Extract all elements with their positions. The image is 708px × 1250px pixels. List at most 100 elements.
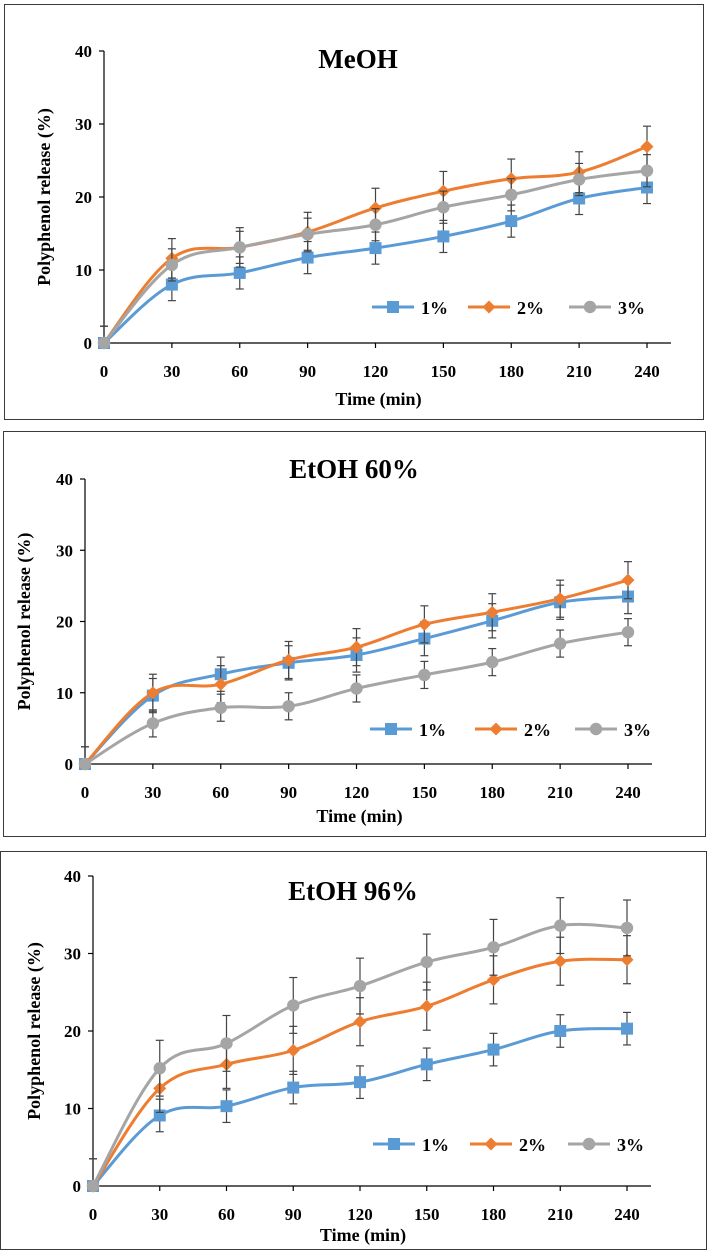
x-tick-label: 30: [151, 1205, 168, 1224]
x-axis-title: Time (min): [335, 389, 421, 410]
legend-label: 1%: [421, 298, 448, 318]
data-point-3pct: [353, 979, 367, 993]
legend-label: 1%: [422, 1135, 449, 1155]
data-point-3pct: [505, 188, 518, 202]
legend-label: 1%: [419, 720, 446, 740]
data-point-3pct: [350, 682, 363, 695]
x-tick-label: 150: [414, 1205, 440, 1224]
legend-item-1pct: 1%: [373, 1135, 449, 1155]
data-point-1pct: [420, 1058, 433, 1071]
legend-swatch-marker: [482, 300, 496, 314]
data-point-1pct: [287, 1081, 300, 1094]
legend-item-2pct: 2%: [470, 1135, 546, 1155]
y-tick-label: 40: [56, 470, 73, 489]
legend: 1% 2% 3%: [370, 720, 651, 740]
data-point-3pct: [554, 919, 567, 932]
x-tick-label: 240: [614, 1205, 640, 1224]
data-point-3pct: [487, 941, 500, 954]
data-point-2pct: [487, 973, 500, 987]
data-point-3pct: [420, 955, 433, 969]
data-point-1pct: [641, 181, 653, 194]
data-point-1pct: [554, 1025, 567, 1037]
legend-swatch-marker: [582, 1137, 596, 1151]
x-tick-label: 0: [89, 1205, 98, 1224]
legend: 1% 2% 3%: [373, 1135, 644, 1155]
data-point-1pct: [233, 266, 246, 279]
legend-item-1pct: 1%: [372, 298, 448, 318]
data-point-3pct: [572, 173, 586, 186]
legend-swatch-marker: [385, 723, 397, 735]
data-point-3pct: [486, 655, 499, 669]
data-point-1pct: [505, 215, 518, 228]
data-point-1pct: [621, 1022, 633, 1035]
legend-item-3pct: 3%: [568, 1135, 644, 1155]
x-axis-title: Time (min): [316, 806, 402, 827]
legend-label: 2%: [517, 298, 544, 318]
data-point-2pct: [553, 954, 567, 968]
chart-etoh-60pct: EtOH 60% 0 10 20 30 40 0 30 60 90 120 150 180 210 240 T…: [14, 454, 652, 827]
series-3pct: [86, 897, 634, 1193]
y-axis-title: Polyphenol release (%): [34, 108, 55, 286]
series-3pct: [97, 154, 654, 350]
x-tick-label: 210: [547, 783, 573, 802]
data-point-2pct: [350, 640, 363, 654]
x-tick-label: 150: [431, 362, 457, 381]
x-tick-label: 30: [144, 783, 161, 802]
series-2pct: [78, 561, 635, 771]
y-tick-label: 40: [75, 42, 92, 61]
x-tick-label: 180: [481, 1205, 507, 1224]
data-point-2pct: [353, 1015, 367, 1029]
legend-label: 3%: [617, 1135, 644, 1155]
legend-item-1pct: 1%: [370, 720, 446, 740]
y-tick-label: 40: [64, 867, 81, 886]
series-line-1pct: [91, 1027, 628, 1188]
data-point-2pct: [485, 605, 499, 619]
data-point-2pct: [420, 999, 434, 1013]
data-point-1pct: [437, 230, 450, 243]
y-tick-label: 10: [56, 684, 73, 703]
x-tick-label: 120: [347, 1205, 373, 1224]
legend-swatch-marker: [484, 1137, 498, 1151]
x-tick-label: 60: [218, 1205, 235, 1224]
x-tick-label: 210: [566, 362, 592, 381]
data-point-3pct: [220, 1037, 233, 1050]
legend-swatch-marker: [387, 301, 399, 313]
y-tick-label: 0: [65, 755, 74, 774]
x-tick-label: 240: [615, 783, 641, 802]
data-point-1pct: [165, 278, 178, 291]
x-tick-label: 210: [548, 1205, 574, 1224]
chart-meoh: MeOH 0 10 20 30 40 0 30 60 90 120 150 180 210 240 Time …: [34, 42, 671, 410]
y-tick-label: 20: [64, 1022, 81, 1041]
data-point-3pct: [146, 717, 160, 730]
data-point-3pct: [437, 201, 450, 214]
data-point-2pct: [553, 592, 567, 606]
data-point-3pct: [78, 757, 92, 771]
legend-label: 2%: [524, 720, 551, 740]
data-point-2pct: [282, 653, 296, 667]
y-axis-title: Polyphenol release (%): [24, 942, 45, 1120]
legend-item-3pct: 3%: [575, 720, 651, 740]
data-point-3pct: [418, 668, 431, 682]
x-tick-label: 90: [280, 783, 297, 802]
data-point-3pct: [369, 218, 382, 231]
chart-panel-meoh: [4, 4, 704, 420]
data-point-3pct: [165, 258, 179, 272]
y-tick-label: 30: [75, 115, 92, 134]
data-point-1pct: [487, 1043, 500, 1056]
legend-swatch-marker: [489, 722, 503, 736]
chart-title: EtOH 60%: [289, 454, 419, 484]
x-tick-label: 120: [363, 362, 389, 381]
y-tick-label: 0: [73, 1177, 82, 1196]
data-point-3pct: [282, 700, 295, 713]
legend-item-3pct: 3%: [569, 298, 645, 318]
y-tick-label: 20: [56, 613, 73, 632]
y-tick-label: 0: [84, 334, 93, 353]
data-point-1pct: [301, 251, 314, 264]
y-tick-label: 10: [64, 1100, 81, 1119]
series-3pct: [78, 618, 635, 771]
x-tick-label: 0: [81, 783, 90, 802]
x-tick-label: 0: [100, 362, 109, 381]
legend-label: 3%: [624, 720, 651, 740]
x-tick-label: 90: [285, 1205, 302, 1224]
x-tick-label: 150: [412, 783, 438, 802]
